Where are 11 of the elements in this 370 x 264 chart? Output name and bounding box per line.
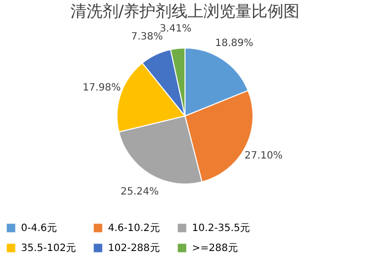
legend-label: >=288元 <box>192 243 238 254</box>
legend-label: 35.5-102元 <box>21 243 76 254</box>
legend-label: 0-4.6元 <box>21 223 57 234</box>
data-label: 17.98% <box>82 82 121 94</box>
chart-title: 清洗剂/养护剂线上浏览量比例图 <box>70 2 300 21</box>
legend-label: 4.6-10.2元 <box>108 223 160 234</box>
legend-label: 10.2-35.5元 <box>192 223 250 234</box>
data-label: 25.24% <box>120 186 159 198</box>
data-label: 18.89% <box>215 38 254 50</box>
legend-label: 102-288元 <box>108 243 160 254</box>
data-label: 27.10% <box>244 150 283 162</box>
